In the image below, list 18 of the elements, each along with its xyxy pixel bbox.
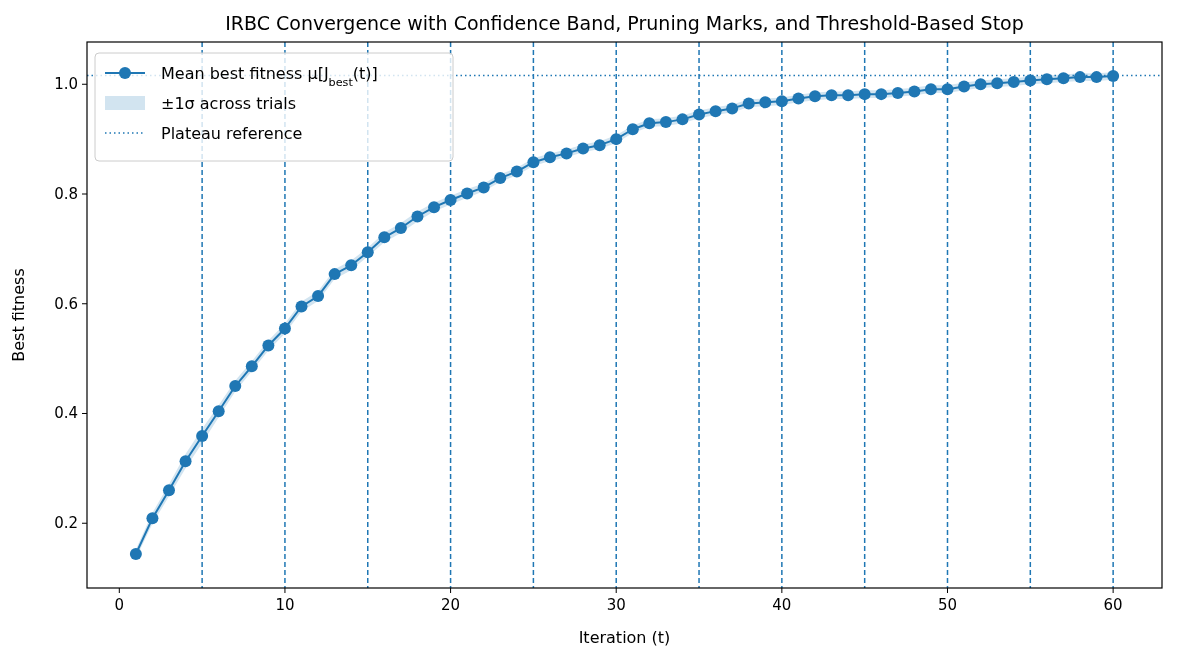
legend-label: Mean best fitness μ[J$_{best}$(t)] [161,64,378,89]
x-tick-label: 50 [937,596,958,614]
y-tick-label: 0.4 [54,404,78,423]
x-tick-label: 60 [1103,596,1123,614]
y-tick-label: 1.0 [54,75,78,94]
x-tick-label: 20 [441,596,461,614]
y-tick-label: 0.2 [54,514,78,533]
x-axis-title: Iteration (t) [578,628,671,647]
x-tick-label: 10 [275,596,295,614]
x-tick-label: 40 [772,596,792,614]
x-tick-label: 30 [606,596,626,614]
x-tick-label: 0 [114,596,125,614]
y-tick-label: 0.6 [54,294,78,313]
y-axis-title: Best fitness [9,268,28,362]
legend-label: Plateau reference [161,124,303,143]
annotation: ±1σ across trials [161,94,297,113]
y-tick-label: 0.8 [54,185,78,203]
chart-title: IRBC Convergence with Confidence Band, Pruning Marks, and Threshold-Based Stop [225,12,1024,34]
